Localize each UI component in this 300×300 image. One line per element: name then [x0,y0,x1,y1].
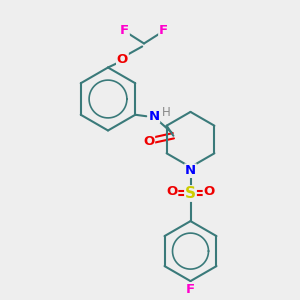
Text: O: O [143,135,154,148]
Text: H: H [161,106,170,118]
Text: N: N [148,110,159,123]
Text: N: N [185,164,196,177]
Text: O: O [117,52,128,66]
Text: O: O [203,185,215,198]
Text: F: F [159,23,168,37]
Text: S: S [185,186,196,201]
Text: F: F [120,23,129,37]
Text: F: F [186,283,195,296]
Text: O: O [166,185,178,198]
